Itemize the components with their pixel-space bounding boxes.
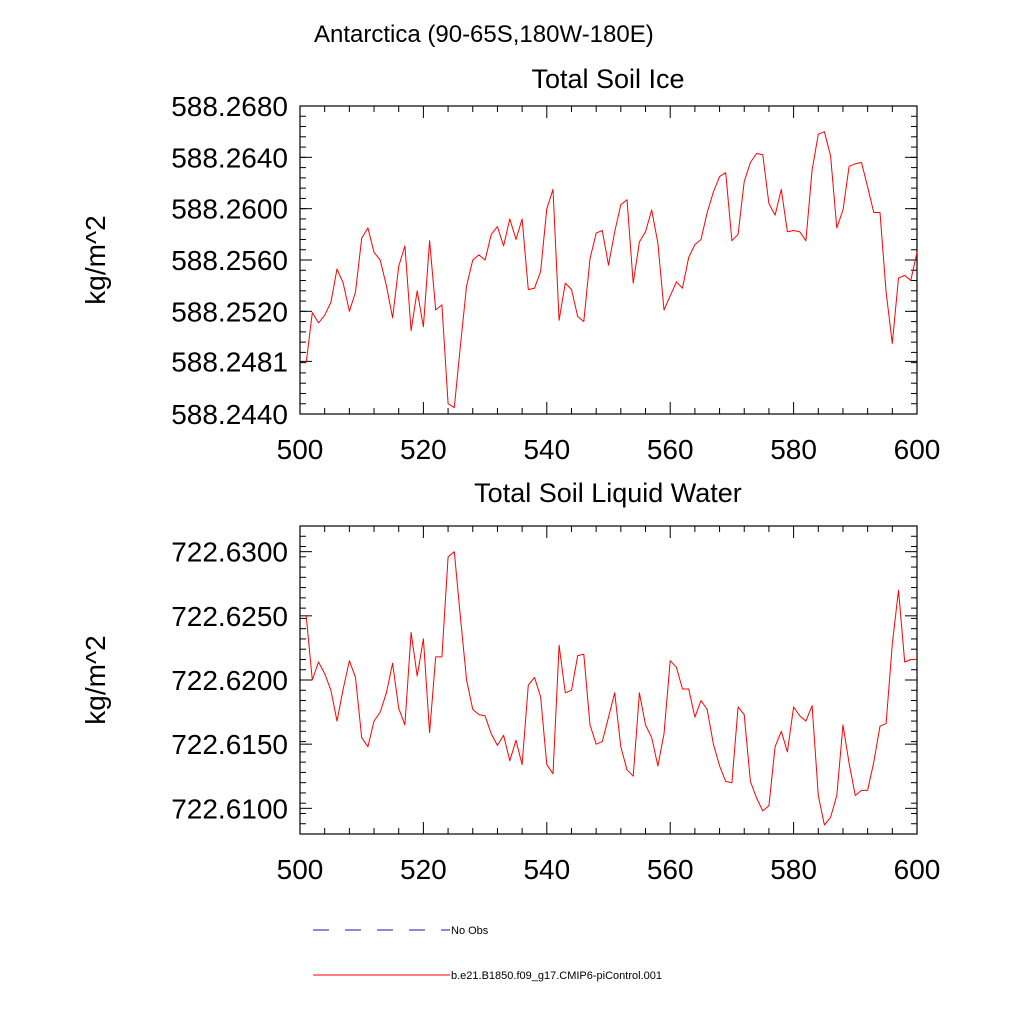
y-axis-label: kg/m^2	[80, 635, 111, 724]
y-tick-label: 588.2440	[171, 399, 288, 430]
x-tick-label: 520	[400, 854, 447, 885]
series-line	[305, 551, 917, 826]
x-tick-label: 500	[277, 434, 324, 465]
y-tick-label: 722.6200	[171, 665, 288, 696]
chart-title: Total Soil Liquid Water	[474, 478, 742, 508]
panel-total-soil-ice: Total Soil Ice kg/m^2 500 520 540 560 580 600…	[80, 64, 940, 465]
y-tick-label: 588.2640	[171, 142, 288, 173]
plot-frame	[299, 525, 918, 835]
x-tick-label: 600	[894, 434, 941, 465]
y-tick-label: 722.6250	[171, 601, 288, 632]
x-tick-label: 580	[770, 434, 817, 465]
panel-total-soil-liquid-water: Total Soil Liquid Water kg/m^2 500 520 540…	[80, 478, 940, 885]
legend-label-no-obs: No Obs	[451, 925, 489, 937]
y-tick-label: 722.6300	[171, 537, 288, 568]
series-line	[305, 131, 918, 409]
y-tick-label: 588.2481	[171, 346, 288, 377]
series-group	[305, 551, 917, 826]
y-tick-label: 588.2560	[171, 245, 288, 276]
x-tick-label: 600	[894, 854, 941, 885]
chart-title: Total Soil Ice	[531, 64, 684, 94]
tick-labels: 500 520 540 560 580 600 588.2440 588.2481 588.25…	[171, 91, 940, 465]
figure-supertitle: Antarctica (90-65S,180W-180E)	[314, 21, 654, 48]
y-tick-label: 722.6100	[171, 793, 288, 824]
tick-labels: 500 520 540 560 580 600 722.6100 722.6150 722.62…	[171, 537, 940, 885]
axis-ticks	[299, 105, 918, 415]
axis-ticks	[299, 525, 918, 835]
x-tick-label: 560	[647, 854, 694, 885]
x-tick-label: 520	[400, 434, 447, 465]
series-group	[305, 131, 918, 409]
x-tick-label: 560	[647, 434, 694, 465]
y-tick-label: 588.2520	[171, 296, 288, 327]
y-tick-label: 588.2680	[171, 91, 288, 122]
y-tick-label: 588.2600	[171, 194, 288, 225]
y-tick-label: 722.6150	[171, 729, 288, 760]
x-tick-label: 580	[770, 854, 817, 885]
x-tick-label: 540	[523, 854, 570, 885]
x-tick-label: 540	[523, 434, 570, 465]
legend: No Obs b.e21.B1850.f09_g17.CMIP6-piContr…	[313, 925, 662, 982]
y-axis-label: kg/m^2	[80, 215, 111, 304]
x-tick-label: 500	[277, 854, 324, 885]
legend-label-model-run: b.e21.B1850.f09_g17.CMIP6-piControl.001	[451, 970, 662, 982]
plot-frame	[299, 105, 918, 415]
